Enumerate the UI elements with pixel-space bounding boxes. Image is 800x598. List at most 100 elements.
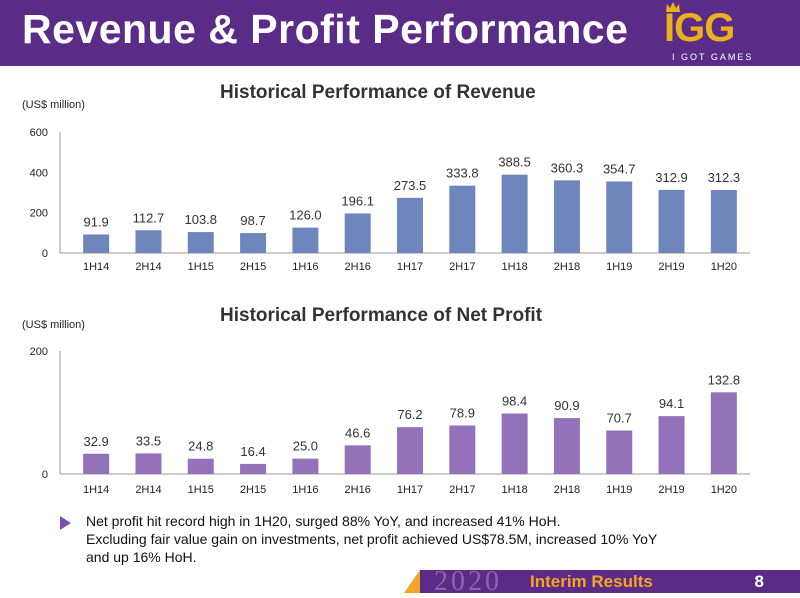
data-label: 132.8 xyxy=(708,372,741,387)
data-label: 126.0 xyxy=(289,208,322,223)
data-label: 25.0 xyxy=(293,439,318,454)
bar xyxy=(240,463,267,474)
bar xyxy=(553,180,580,253)
data-label: 90.9 xyxy=(554,398,579,413)
data-label: 91.9 xyxy=(83,214,108,229)
x-tick-label: 2H19 xyxy=(658,484,684,496)
bar xyxy=(501,413,528,474)
data-label: 312.9 xyxy=(655,170,688,185)
x-tick-label: 1H20 xyxy=(711,484,737,496)
bar xyxy=(553,418,580,474)
footer-label: Interim Results xyxy=(530,572,653,591)
x-tick-label: 1H15 xyxy=(188,484,214,496)
bar xyxy=(449,425,476,474)
data-label: 94.1 xyxy=(659,396,684,411)
data-label: 312.3 xyxy=(708,170,741,185)
data-label: 98.4 xyxy=(502,393,527,408)
data-label: 70.7 xyxy=(607,411,632,426)
y-tick-label: 200 xyxy=(30,346,48,358)
bullet-item: Net profit hit record high in 1H20, surg… xyxy=(60,512,760,566)
bar xyxy=(449,185,476,253)
footer-year: 2020 xyxy=(434,566,502,597)
bar xyxy=(397,427,423,474)
x-tick-label: 1H18 xyxy=(501,261,527,273)
logo-subtitle: I GOT GAMES xyxy=(672,52,754,62)
bar xyxy=(83,234,110,253)
footer-accent xyxy=(404,570,420,593)
bullet-list: Net profit hit record high in 1H20, surg… xyxy=(60,512,760,566)
y-tick-label: 400 xyxy=(30,167,48,179)
profit-unit-label: (US$ million) xyxy=(22,319,85,331)
data-label: 354.7 xyxy=(603,161,636,176)
page-number: 8 xyxy=(754,572,764,591)
x-tick-label: 1H19 xyxy=(606,484,632,496)
bar xyxy=(187,232,214,253)
x-tick-label: 2H18 xyxy=(554,484,580,496)
data-label: 388.5 xyxy=(498,155,531,170)
bar xyxy=(240,233,267,253)
x-tick-label: 2H15 xyxy=(240,484,266,496)
bullet-line: and up 16% HoH. xyxy=(86,549,197,565)
data-label: 333.8 xyxy=(446,166,479,181)
x-tick-label: 2H15 xyxy=(240,261,266,273)
data-label: 78.9 xyxy=(450,405,475,420)
bar xyxy=(501,174,528,253)
x-tick-label: 2H17 xyxy=(449,261,475,273)
data-label: 103.8 xyxy=(184,212,217,227)
igg-logo: IGG I GOT GAMES xyxy=(660,2,770,66)
x-tick-label: 1H19 xyxy=(606,261,632,273)
y-tick-label: 0 xyxy=(42,469,48,481)
bar xyxy=(710,392,737,474)
triangle-bullet-icon xyxy=(60,516,71,530)
charts-canvas: 0 200 400 600 91.9 1H14 112.7 2H14 103.8 1H15 98.7… xyxy=(30,127,750,496)
x-tick-label: 2H17 xyxy=(449,484,475,496)
bar xyxy=(710,190,737,253)
data-label: 46.6 xyxy=(345,425,370,440)
bar xyxy=(187,458,214,474)
x-tick-label: 1H14 xyxy=(83,484,109,496)
x-tick-label: 2H16 xyxy=(345,484,371,496)
x-tick-label: 1H15 xyxy=(188,261,214,273)
bar xyxy=(83,453,110,474)
bullet-line: Excluding fair value gain on investments… xyxy=(86,531,658,547)
bar xyxy=(135,453,162,474)
logo-mark: IGG xyxy=(664,6,735,50)
bar xyxy=(397,197,423,253)
data-label: 196.1 xyxy=(341,193,374,208)
data-label: 273.5 xyxy=(394,178,427,193)
data-label: 16.4 xyxy=(240,444,265,459)
footer-bar: 2020 Interim Results 8 xyxy=(420,566,800,597)
x-tick-label: 1H18 xyxy=(501,484,527,496)
bar xyxy=(344,213,371,253)
bar xyxy=(135,230,162,253)
x-tick-label: 2H18 xyxy=(554,261,580,273)
y-tick-label: 0 xyxy=(42,248,48,260)
revenue-unit-label: (US$ million) xyxy=(22,99,85,111)
bar xyxy=(658,416,685,474)
x-tick-label: 2H14 xyxy=(135,261,161,273)
y-tick-label: 600 xyxy=(30,127,48,139)
data-label: 112.7 xyxy=(133,210,165,225)
data-label: 24.8 xyxy=(188,439,213,454)
x-tick-label: 1H14 xyxy=(83,261,109,273)
data-label: 32.9 xyxy=(83,434,108,449)
data-label: 98.7 xyxy=(240,213,265,228)
header-bar: Revenue & Profit Performance IGG I GOT G… xyxy=(0,0,800,66)
y-tick-label: 200 xyxy=(30,208,48,220)
x-tick-label: 1H17 xyxy=(397,261,423,273)
x-tick-label: 2H19 xyxy=(658,261,684,273)
x-tick-label: 2H16 xyxy=(345,261,371,273)
bar xyxy=(292,458,319,474)
crown-icon xyxy=(666,2,680,12)
x-tick-label: 1H17 xyxy=(397,484,423,496)
data-label: 33.5 xyxy=(136,433,161,448)
bullet-line: Net profit hit record high in 1H20, surg… xyxy=(86,513,561,529)
data-label: 360.3 xyxy=(551,160,584,175)
revenue-chart-title: Historical Performance of Revenue xyxy=(220,82,536,103)
data-label: 76.2 xyxy=(397,407,422,422)
bar xyxy=(658,189,685,253)
x-tick-label: 1H16 xyxy=(292,261,318,273)
bar xyxy=(606,181,633,253)
page-title: Revenue & Profit Performance xyxy=(22,6,629,52)
x-tick-label: 2H14 xyxy=(135,484,161,496)
